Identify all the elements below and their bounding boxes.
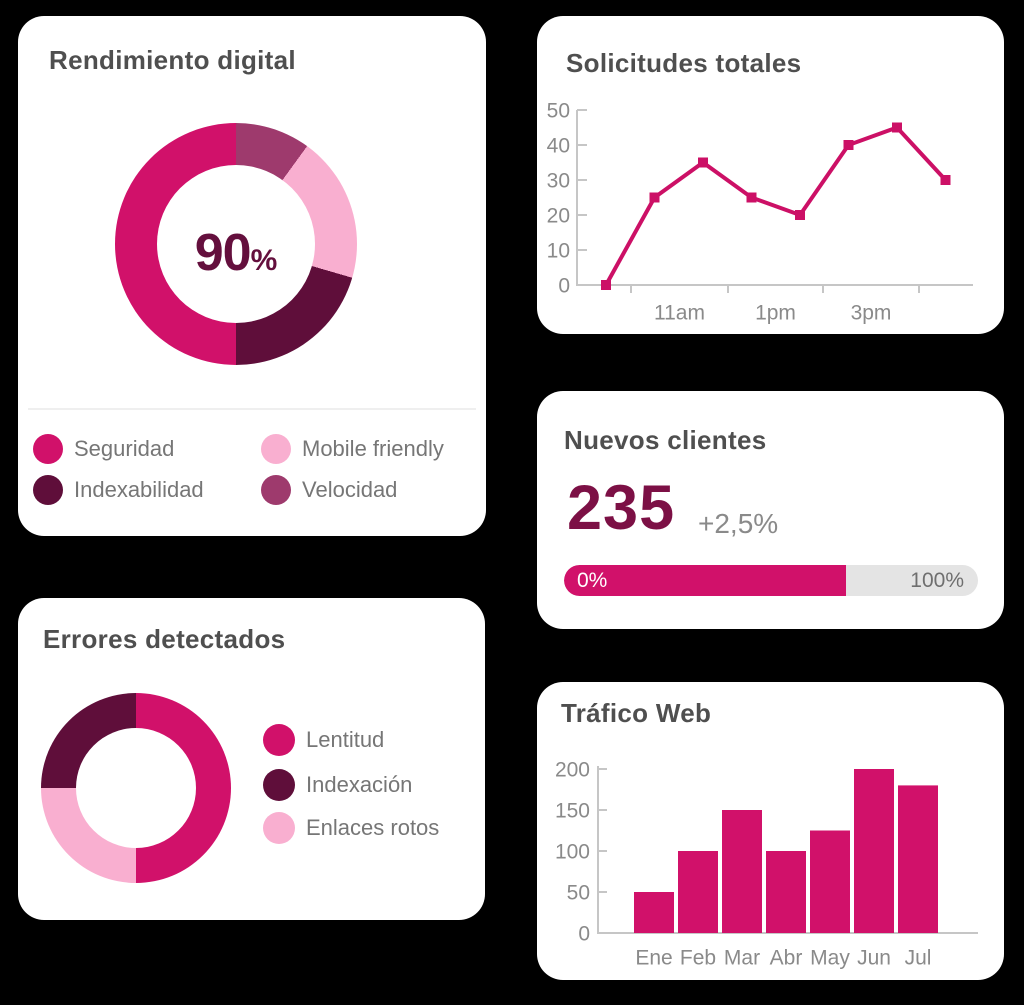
solicitudes-line-chart: 0 10 20 30 40 50 11am 1pm 3pm [547,99,973,324]
legend-label: Indexación [306,772,413,797]
svg-text:1pm: 1pm [755,301,796,324]
legend-label: Enlaces rotos [306,815,440,840]
svg-text:Feb: Feb [680,946,716,969]
legend-item-velocidad: Velocidad [261,475,397,505]
card-errores-detectados: Errores detectados Lentitud Indexación E… [18,598,485,920]
legend-item-seguridad: Seguridad [33,434,174,464]
svg-text:20: 20 [547,204,570,227]
card-title-trafico: Tráfico Web [561,698,712,728]
card-trafico-web: Tráfico Web 0 50 100 150 200 Ene Feb Mar Abr May J… [537,682,1004,980]
legend-item-indexabilidad: Indexabilidad [33,475,204,505]
card-rendimiento-digital: Rendimiento digital 90% Seguridad Mobile… [18,16,486,536]
kpi-delta: +2,5% [698,508,779,539]
lentitud-dot-icon [263,724,295,756]
svg-text:11am: 11am [654,301,705,324]
svg-text:0: 0 [578,922,590,945]
velocidad-dot-icon [261,475,291,505]
donut-center-value: 90% [194,224,278,282]
card-solicitudes-totales: Solicitudes totales 0 10 20 30 40 50 11am 1pm 3p… [537,16,1004,334]
divider [28,408,476,410]
mobile-friendly-dot-icon [261,434,291,464]
donut-hole [76,728,196,848]
progress-fill: 0% [564,565,846,596]
card-title-rendimiento: Rendimiento digital [49,45,296,75]
card-nuevos-clientes: Nuevos clientes 235 +2,5% 0% 100% [537,391,1004,629]
svg-text:Mar: Mar [724,946,760,969]
legend-item-mobile-friendly: Mobile friendly [261,434,444,464]
seguridad-dot-icon [33,434,63,464]
progress-min-label: 0% [577,568,608,592]
svg-text:40: 40 [547,134,570,157]
svg-text:Ene: Ene [635,946,672,969]
legend-item-enlaces-rotos: Enlaces rotos [263,812,439,844]
card-title-errores: Errores detectados [43,624,286,654]
donut-hole: 90% [157,165,315,323]
svg-text:200: 200 [555,758,590,781]
svg-text:150: 150 [555,799,590,822]
legend-item-lentitud: Lentitud [263,724,384,756]
svg-text:50: 50 [547,99,570,122]
svg-text:100: 100 [555,840,590,863]
svg-text:0: 0 [558,274,570,297]
kpi-value: 235 [567,473,676,543]
legend-label: Seguridad [74,436,175,461]
indexabilidad-dot-icon [33,475,63,505]
legend-label: Indexabilidad [74,477,204,502]
legend-item-indexacion: Indexación [263,769,412,801]
svg-text:30: 30 [547,169,570,192]
enlaces-rotos-dot-icon [263,812,295,844]
svg-text:10: 10 [547,239,570,262]
indexacion-dot-icon [263,769,295,801]
progress-bar: 0% 100% [564,565,978,596]
legend-label: Velocidad [302,477,398,502]
legend-label: Mobile friendly [302,436,444,461]
svg-text:50: 50 [567,881,590,904]
svg-text:Jun: Jun [857,946,891,969]
card-title-nuevos-clientes: Nuevos clientes [564,425,767,455]
svg-text:Abr: Abr [770,946,803,969]
progress-max-label: 100% [910,568,964,592]
svg-text:May: May [810,946,850,969]
rendimiento-donut-chart: 90% [115,123,357,365]
svg-text:Jul: Jul [905,946,932,969]
legend-label: Lentitud [306,727,385,752]
errores-donut-chart [41,693,231,883]
svg-text:3pm: 3pm [851,301,892,324]
trafico-bar-chart: 0 50 100 150 200 Ene Feb Mar Abr May Jun Jul [555,758,978,969]
card-title-solicitudes: Solicitudes totales [566,48,802,78]
